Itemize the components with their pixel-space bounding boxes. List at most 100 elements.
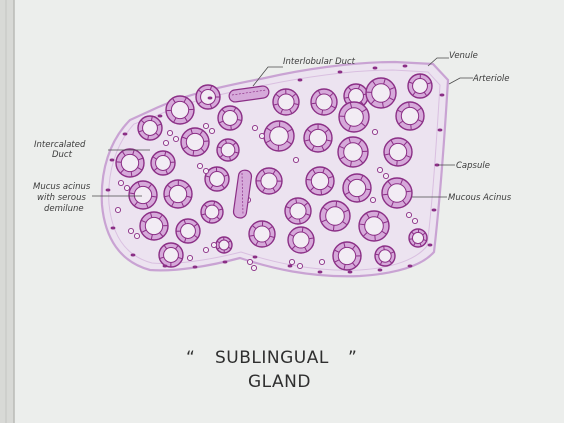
mucous-acinus [342,173,372,203]
label-mucus-acinus-2: with serous [37,193,86,203]
intercalated-duct [288,258,296,266]
mucous-acinus [128,180,158,210]
mucous-acinus [195,84,221,110]
capsule-nucleus [407,264,413,268]
capsule-inner-edge [108,69,441,271]
intercalated-duct [196,162,204,170]
intercalated-duct [114,206,122,214]
intercalated-duct [382,172,390,180]
capsule-nucleus [372,66,378,70]
title-open-quote: “ [186,348,195,368]
intercalated-duct [166,129,174,137]
mucous-acinus [287,226,315,254]
title-close-quote: ” [348,348,357,368]
mucous-acinus [204,166,230,192]
leader-venule [427,57,449,67]
capsule-nucleus [130,253,136,257]
mucous-acinus [332,241,362,271]
intercalated-duct [371,128,379,136]
mucous-acinus [180,127,210,157]
intercalated-duct [202,246,210,254]
mucous-acinus [150,150,176,176]
mucous-acinus [374,245,396,267]
intercalated-duct [127,227,135,235]
capsule-nucleus [192,265,198,269]
mucous-acinus [395,101,425,131]
mucous-acinus [338,101,370,133]
capsule-nucleus [317,270,323,274]
mucous-acinus [319,200,351,232]
intercalated-duct [202,167,210,175]
capsule-nucleus [252,255,258,259]
label-mucus-acinus-1: Mucus acinus [33,182,91,192]
intercalated-duct [250,264,258,272]
label-mucous-acinus: Mucous Acinus [448,193,512,203]
intercalated-duct [117,179,125,187]
capsule-nucleus [122,132,128,136]
interlobular-duct-top [228,85,270,103]
leader-arteriole [448,77,473,85]
mucous-acinus [383,137,413,167]
label-mucus-acinus-3: demilune [44,204,84,214]
capsule-nucleus [377,268,383,272]
intercalated-duct [133,232,141,240]
capsule-nucleus [207,96,213,100]
mucous-acinus [115,148,145,178]
capsule-nucleus [110,226,116,230]
label-arteriole: Arteriole [472,74,510,84]
intercalated-duct [292,156,300,164]
mucous-acinus [158,242,184,268]
intercalated-duct [296,262,304,270]
label-capsule: Capsule [456,161,490,171]
intercalated-duct [251,124,259,132]
mucous-acinus [284,197,312,225]
mucous-acinus [248,220,276,248]
mucous-acinus [215,236,233,254]
mucous-acinus [165,95,195,125]
capsule-nucleus [431,208,437,212]
intercalated-duct [258,132,266,140]
capsule-nucleus [402,64,408,68]
capsule-nucleus [287,264,293,268]
capsule-nucleus [297,78,303,82]
title-line-1: SUBLINGUAL [215,348,329,368]
intercalated-duct [369,196,377,204]
mucous-acinus [408,228,428,248]
mucous-acinus [139,211,169,241]
capsule-nucleus [109,158,115,162]
capsule-nucleus [434,163,440,167]
capsule-nucleus [157,114,163,118]
mucous-acinus [216,138,240,162]
capsule-nucleus [439,93,445,97]
intercalated-duct [246,258,254,266]
capsule-nucleus [427,243,433,247]
label-intercalated-duct-2: Duct [52,150,73,160]
intercalated-duct [162,139,170,147]
mucous-acinus [137,115,163,141]
mucous-acinus [255,167,283,195]
mucous-acinus [305,166,335,196]
mucous-acinus [200,200,224,224]
intercalated-duct [208,127,216,135]
acini-layer [115,73,433,271]
intercalated-duct [405,211,413,219]
capsule-nucleus [162,264,168,268]
mucous-acinus [217,105,243,131]
intercalated-duct [202,122,210,130]
label-venule: Venule [449,51,478,61]
mucous-acinus [303,123,333,153]
intercalated-duct [411,217,419,225]
intercalated-duct [123,184,131,192]
mucous-acinus [272,88,300,116]
mucous-acinus [163,179,193,209]
mucous-acinus [175,218,201,244]
mucous-acinus [407,73,433,99]
capsule-nucleus [222,260,228,264]
capsule-nucleus [105,188,111,192]
leader-interlobular-duct [252,66,283,87]
mucous-acinus [381,177,413,209]
mucous-acinus [365,77,397,109]
small-structures-layer [105,64,445,274]
